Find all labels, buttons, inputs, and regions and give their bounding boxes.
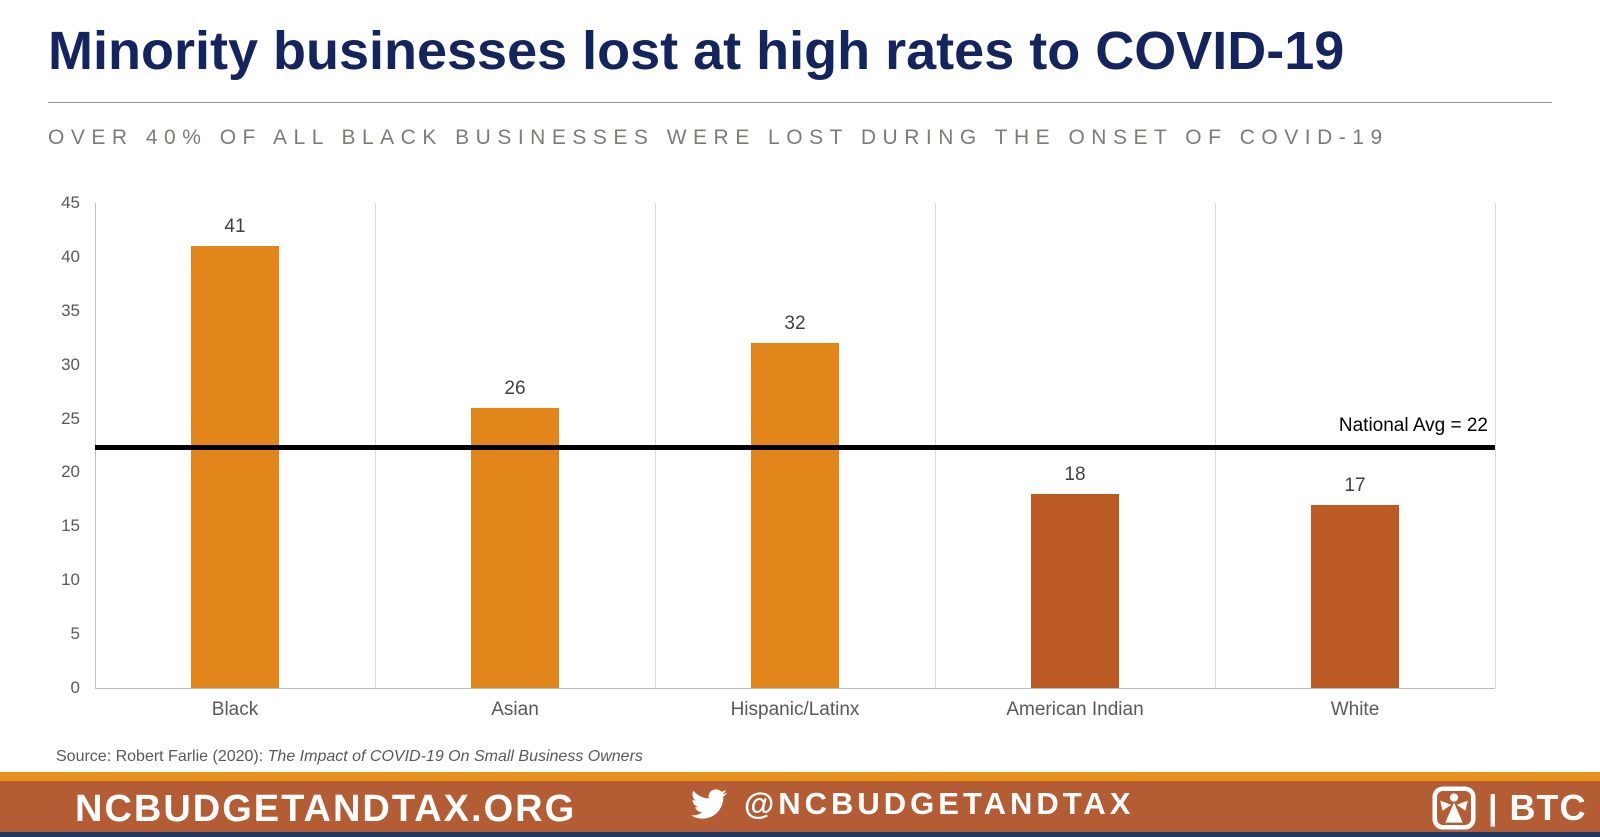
bar-black xyxy=(191,246,279,688)
bar-value-label: 26 xyxy=(504,378,526,399)
bar-asian xyxy=(471,408,559,688)
category-gridline xyxy=(1495,203,1496,688)
category-label: American Indian xyxy=(1006,699,1144,720)
y-tick-label: 0 xyxy=(70,678,80,697)
y-tick-label: 10 xyxy=(61,570,80,590)
national-avg-line xyxy=(95,445,1495,450)
source-work-title: The Impact of COVID-19 On Small Business… xyxy=(267,748,643,765)
footer-twitter-handle: @NCBUDGETANDTAX xyxy=(744,786,1135,821)
source-note: Source: Robert Farlie (2020): The Impact… xyxy=(56,748,643,766)
category-label: Black xyxy=(211,699,259,720)
source-prefix: Source: Robert Farlie (2020): xyxy=(56,748,268,765)
y-tick-label: 35 xyxy=(61,300,80,320)
btc-logo-separator: | xyxy=(1488,788,1498,827)
bar-american-indian xyxy=(1031,494,1119,688)
twitter-icon xyxy=(691,789,727,819)
bar-value-label: 32 xyxy=(784,313,806,334)
y-tick-label: 20 xyxy=(61,462,80,482)
category-label: Asian xyxy=(491,699,539,720)
y-tick-label: 5 xyxy=(70,624,80,644)
bar-white xyxy=(1311,505,1399,688)
footer-band xyxy=(0,781,1600,832)
title-divider xyxy=(48,102,1552,103)
x-axis-line xyxy=(95,688,1495,689)
y-tick-label: 30 xyxy=(61,354,80,374)
y-tick-label: 40 xyxy=(61,246,80,266)
footer-website: NCBUDGETANDTAX.ORG xyxy=(75,788,577,830)
page-subtitle: OVER 40% OF ALL BLACK BUSINESSES WERE LO… xyxy=(48,126,1389,149)
btc-logo-text: BTC xyxy=(1509,787,1587,828)
y-tick-label: 25 xyxy=(61,408,80,428)
btc-logo-icon xyxy=(1432,786,1476,830)
btc-logo: | BTC xyxy=(1432,786,1587,830)
bar-hispanic-latinx xyxy=(751,343,839,688)
category-label: Hispanic/Latinx xyxy=(730,699,860,720)
footer-orange-stripe xyxy=(0,772,1600,781)
footer-bottom-strip xyxy=(0,832,1600,837)
y-tick-label: 45 xyxy=(61,193,80,212)
bar-value-label: 17 xyxy=(1344,475,1366,496)
category-label: White xyxy=(1330,699,1380,720)
bar-value-label: 18 xyxy=(1064,464,1086,485)
page-title: Minority businesses lost at high rates t… xyxy=(48,21,1345,81)
national-avg-label: National Avg = 22 xyxy=(1338,415,1488,436)
y-tick-label: 15 xyxy=(61,516,80,536)
bar-value-label: 41 xyxy=(224,216,246,237)
footer-twitter: @NCBUDGETANDTAX xyxy=(688,786,1134,822)
